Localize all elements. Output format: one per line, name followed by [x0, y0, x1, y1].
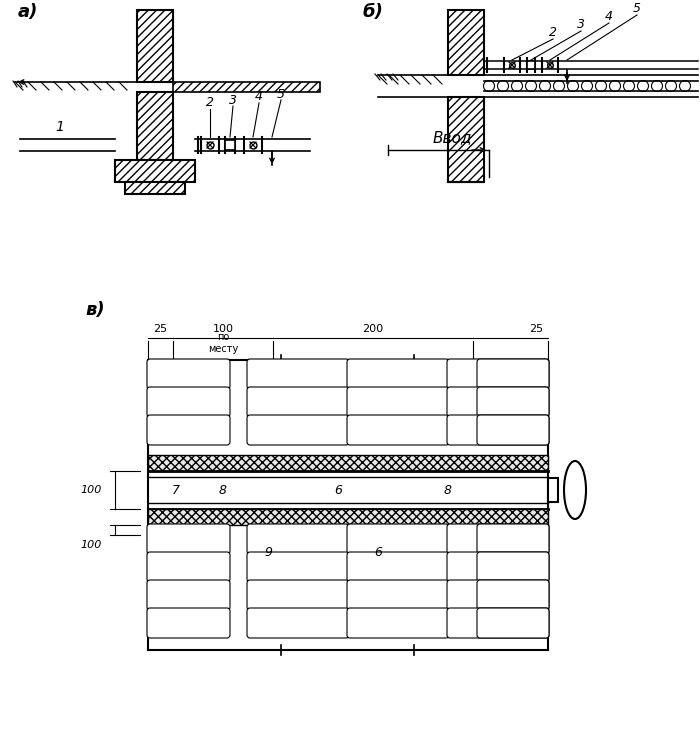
FancyBboxPatch shape: [447, 524, 549, 554]
FancyBboxPatch shape: [447, 552, 549, 582]
FancyBboxPatch shape: [477, 608, 549, 638]
FancyBboxPatch shape: [347, 552, 449, 582]
Text: 9: 9: [264, 547, 272, 559]
Bar: [548, 478, 558, 502]
Text: 25: 25: [153, 324, 167, 334]
Bar: [527, 61, 535, 69]
Bar: [448, 10, 484, 75]
Text: 2: 2: [549, 27, 557, 39]
Text: 6: 6: [374, 547, 382, 559]
Text: 5: 5: [277, 87, 285, 101]
FancyBboxPatch shape: [247, 580, 349, 610]
FancyBboxPatch shape: [347, 580, 449, 610]
FancyBboxPatch shape: [477, 580, 549, 610]
Bar: [137, 10, 173, 82]
Ellipse shape: [564, 461, 586, 519]
FancyBboxPatch shape: [477, 552, 549, 582]
Bar: [148, 455, 548, 471]
Bar: [125, 182, 185, 194]
Text: б): б): [363, 3, 384, 21]
Bar: [448, 97, 484, 182]
FancyBboxPatch shape: [247, 552, 349, 582]
Bar: [148, 509, 548, 525]
FancyBboxPatch shape: [147, 387, 230, 417]
Bar: [115, 160, 195, 182]
Bar: [173, 82, 320, 92]
FancyBboxPatch shape: [477, 359, 549, 389]
Text: а): а): [18, 3, 38, 21]
Text: 3: 3: [229, 93, 237, 107]
FancyBboxPatch shape: [477, 415, 549, 445]
FancyBboxPatch shape: [447, 580, 549, 610]
Bar: [225, 140, 235, 150]
Text: 8: 8: [444, 483, 452, 497]
FancyBboxPatch shape: [247, 359, 349, 389]
FancyBboxPatch shape: [247, 387, 349, 417]
Text: Ввод: Ввод: [433, 130, 473, 146]
FancyBboxPatch shape: [347, 387, 449, 417]
FancyBboxPatch shape: [347, 608, 449, 638]
FancyBboxPatch shape: [347, 524, 449, 554]
FancyBboxPatch shape: [447, 415, 549, 445]
Text: 1: 1: [55, 120, 64, 134]
FancyBboxPatch shape: [247, 415, 349, 445]
FancyBboxPatch shape: [347, 415, 449, 445]
Text: 6: 6: [334, 483, 342, 497]
FancyBboxPatch shape: [147, 415, 230, 445]
Text: 200: 200: [363, 324, 384, 334]
FancyBboxPatch shape: [477, 387, 549, 417]
FancyBboxPatch shape: [147, 552, 230, 582]
FancyBboxPatch shape: [247, 524, 349, 554]
Text: 25: 25: [529, 324, 543, 334]
FancyBboxPatch shape: [147, 608, 230, 638]
FancyBboxPatch shape: [147, 524, 230, 554]
FancyBboxPatch shape: [347, 359, 449, 389]
Text: 100: 100: [80, 540, 102, 550]
FancyBboxPatch shape: [147, 359, 230, 389]
Text: в): в): [85, 301, 105, 319]
Text: по
месту: по месту: [208, 332, 238, 354]
Text: 4: 4: [605, 10, 613, 24]
Text: 5: 5: [633, 2, 641, 16]
FancyBboxPatch shape: [447, 608, 549, 638]
Text: 100: 100: [80, 485, 102, 495]
Text: 100: 100: [213, 324, 234, 334]
Text: 3: 3: [577, 18, 585, 32]
Text: 7: 7: [172, 483, 180, 497]
FancyBboxPatch shape: [147, 580, 230, 610]
FancyBboxPatch shape: [447, 387, 549, 417]
Bar: [137, 92, 173, 160]
FancyBboxPatch shape: [447, 359, 549, 389]
FancyBboxPatch shape: [247, 608, 349, 638]
Text: 2: 2: [206, 96, 214, 110]
FancyBboxPatch shape: [477, 524, 549, 554]
Text: 8: 8: [219, 483, 227, 497]
Text: 4: 4: [255, 90, 263, 104]
